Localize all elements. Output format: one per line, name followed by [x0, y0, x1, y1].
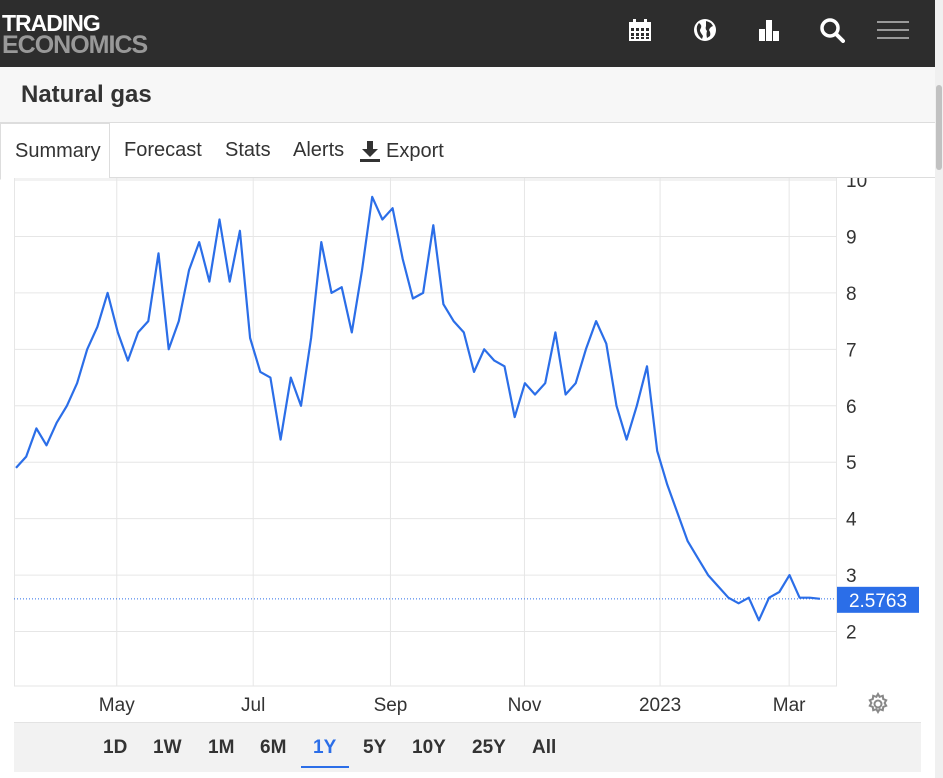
chart-settings-gear-icon[interactable] — [866, 691, 890, 716]
title-bar — [0, 67, 935, 122]
y-tick-label: 10 — [846, 178, 867, 192]
price-chart[interactable]: 10 9 8 7 6 5 4 3 2 May Jul Sep Nov 2023 Mar 2.5763 — [14, 171, 935, 723]
tab-export[interactable]: Export — [360, 123, 444, 179]
plot-area — [14, 177, 837, 687]
scrollbar-thumb[interactable] — [936, 85, 942, 170]
y-tick-label: 6 — [846, 397, 857, 418]
active-range-underline — [301, 766, 349, 768]
range-5y[interactable]: 5Y — [363, 737, 387, 758]
range-1y[interactable]: 1Y — [313, 737, 337, 758]
range-25y[interactable]: 25Y — [472, 737, 506, 758]
y-tick-label: 5 — [846, 453, 857, 474]
top-navbar: TRADING ECONOMICS — [0, 0, 935, 67]
search-icon[interactable] — [816, 14, 848, 46]
range-selector-bar: 1D 1W 1M 6M 1Y 5Y 10Y 25Y All — [14, 722, 921, 772]
globe-icon[interactable] — [689, 14, 721, 46]
y-tick-label: 4 — [846, 510, 857, 531]
last-value-badge — [837, 586, 919, 613]
calendar-icon[interactable] — [624, 14, 656, 46]
x-tick-label: Jul — [241, 695, 265, 716]
x-tick-label: 2023 — [639, 695, 681, 716]
page-title: Natural gas — [21, 81, 152, 108]
x-tick-label: Nov — [508, 695, 542, 716]
y-tick-label: 9 — [846, 227, 857, 248]
range-6m[interactable]: 6M — [260, 737, 287, 758]
range-1w[interactable]: 1W — [153, 737, 182, 758]
menu-icon[interactable] — [876, 14, 910, 46]
y-tick-label: 3 — [846, 566, 857, 587]
chart-svg[interactable]: 10 9 8 7 6 5 4 3 2 May Jul Sep Nov 2023 Mar 2.5763 — [14, 171, 935, 723]
tab-export-label: Export — [386, 139, 444, 162]
logo-line-1: TRADING — [2, 10, 101, 36]
trading-economics-logo[interactable]: TRADING ECONOMICS — [2, 10, 148, 59]
download-icon — [360, 141, 380, 162]
y-tick-label: 7 — [846, 340, 857, 361]
tab-forecast[interactable]: Forecast — [124, 139, 202, 161]
y-tick-label: 8 — [846, 284, 857, 305]
logo-line-2: ECONOMICS — [2, 31, 148, 59]
bar-chart-icon[interactable] — [753, 14, 785, 46]
x-tick-label: Mar — [773, 695, 806, 716]
x-tick-label: Sep — [374, 695, 408, 716]
range-10y[interactable]: 10Y — [412, 737, 446, 758]
y-tick-label: 2 — [846, 623, 857, 644]
tab-bar: Summary Forecast Stats Alerts Export — [0, 122, 935, 180]
tab-summary[interactable]: Summary — [0, 123, 110, 180]
range-all[interactable]: All — [532, 737, 557, 758]
tab-alerts[interactable]: Alerts — [293, 139, 345, 161]
last-value-label: 2.5763 — [849, 591, 907, 612]
page-scrollbar[interactable] — [935, 0, 943, 778]
range-1m[interactable]: 1M — [208, 737, 235, 758]
range-1d[interactable]: 1D — [103, 737, 128, 758]
x-tick-label: May — [99, 695, 135, 716]
tab-stats[interactable]: Stats — [225, 139, 271, 161]
price-series-line — [15, 195, 821, 622]
